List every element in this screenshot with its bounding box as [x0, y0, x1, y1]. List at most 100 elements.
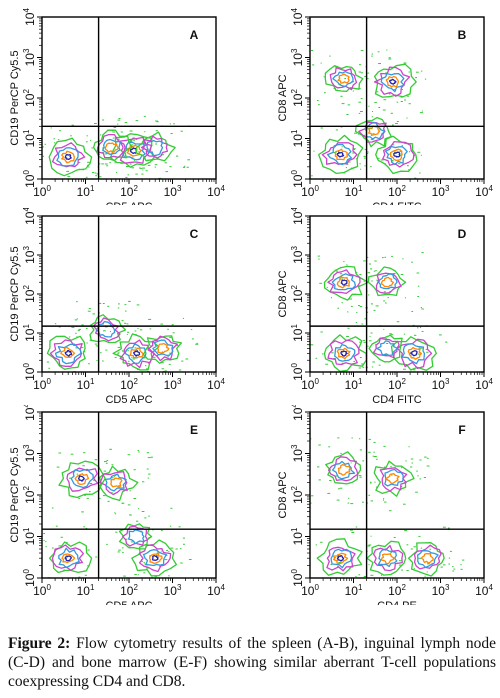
event-dot	[125, 176, 128, 178]
event-dot	[368, 451, 371, 453]
event-dot	[367, 545, 371, 547]
event-dot	[95, 345, 99, 347]
y-tick-label: 103	[290, 246, 305, 264]
x-tick-label: 103	[432, 583, 450, 598]
event-dot	[366, 153, 369, 155]
event-dot	[142, 167, 145, 169]
event-dot	[135, 138, 138, 140]
x-tick-label: 101	[77, 583, 95, 598]
population-contour	[129, 347, 144, 359]
event-dot	[385, 302, 387, 304]
population-contour	[99, 471, 128, 496]
population-contour	[104, 473, 127, 492]
event-dot	[105, 349, 108, 351]
x-tick-label: 104	[475, 377, 493, 392]
event-dot	[103, 470, 107, 472]
event-dot	[417, 296, 420, 297]
event-dot	[409, 151, 411, 153]
event-dot	[146, 468, 149, 470]
event-dot	[448, 563, 450, 565]
y-tick-label: 104	[290, 8, 305, 26]
event-dot	[66, 170, 70, 172]
event-dot	[161, 154, 164, 156]
event-dot	[71, 326, 75, 328]
event-dot	[170, 507, 173, 509]
event-dot	[176, 155, 179, 157]
event-dot	[144, 131, 146, 133]
event-dot	[127, 350, 129, 352]
event-dot	[417, 285, 420, 287]
population-contour	[64, 154, 72, 161]
population-contour	[129, 147, 138, 155]
event-dot	[147, 457, 151, 459]
population-contour	[157, 342, 170, 354]
event-dot	[164, 559, 168, 561]
event-dot	[37, 181, 38, 182]
event-dot	[375, 343, 377, 345]
event-dot	[380, 574, 382, 576]
event-dot	[354, 132, 357, 134]
event-dot	[393, 537, 396, 538]
event-dot	[144, 517, 147, 519]
event-dot	[121, 320, 124, 322]
population-contour	[331, 273, 357, 291]
event-dot	[325, 363, 329, 365]
event-dot	[168, 363, 171, 365]
event-dot	[178, 526, 181, 528]
event-dot	[159, 183, 160, 184]
y-axis-label: CD8 APC	[277, 270, 289, 317]
population-contour	[372, 337, 400, 359]
event-dot	[102, 360, 104, 362]
event-dot	[136, 304, 140, 306]
event-dot	[421, 252, 424, 254]
event-dot	[320, 62, 322, 64]
event-dot	[48, 367, 51, 369]
event-dot	[114, 357, 117, 358]
event-dot	[171, 324, 174, 326]
event-dot	[414, 177, 417, 179]
event-dot	[406, 95, 410, 97]
event-dot	[399, 150, 403, 152]
x-tick-label: 104	[207, 377, 225, 392]
event-dot	[420, 70, 423, 72]
event-dot	[107, 305, 110, 307]
event-dot	[154, 575, 158, 577]
event-dot	[367, 345, 369, 347]
event-dot	[368, 263, 371, 265]
x-tick-label: 100	[33, 583, 51, 598]
event-dot	[173, 123, 175, 125]
event-dot	[370, 303, 373, 305]
event-dot	[143, 115, 146, 117]
population-layer	[310, 252, 448, 372]
population-contour	[420, 552, 434, 564]
event-dot	[361, 363, 365, 365]
y-tick-label: 104	[290, 208, 305, 225]
event-dot	[104, 461, 107, 463]
event-dot	[363, 155, 366, 157]
x-tick-label: 104	[475, 583, 493, 598]
event-dot	[374, 260, 377, 262]
population-layer	[43, 448, 192, 578]
x-tick-label: 103	[164, 184, 182, 199]
event-dot	[358, 101, 361, 103]
event-dot	[350, 462, 352, 464]
event-dot	[311, 175, 313, 177]
panel-letter: C	[190, 227, 199, 241]
population-contour	[354, 116, 392, 148]
population-contour	[61, 150, 75, 164]
event-dot	[96, 360, 98, 361]
panel-letter: A	[190, 28, 199, 42]
event-dot	[155, 143, 157, 145]
event-dot	[92, 313, 95, 315]
event-dot	[129, 139, 133, 141]
event-dot	[105, 376, 108, 377]
event-dot	[360, 50, 364, 51]
event-dot	[375, 486, 378, 488]
event-dot	[44, 143, 47, 145]
y-tick-label: 104	[22, 8, 37, 26]
event-dot	[407, 165, 409, 167]
event-dot	[60, 188, 62, 189]
event-dot	[375, 458, 378, 460]
